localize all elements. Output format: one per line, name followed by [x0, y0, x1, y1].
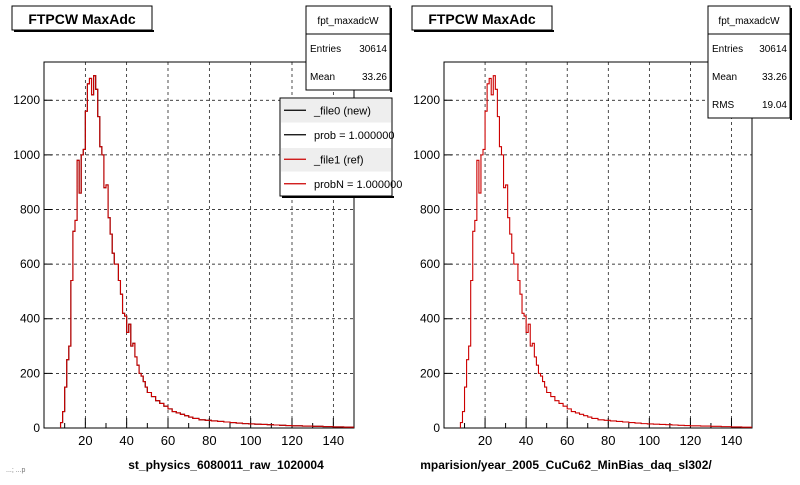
histogram-series-2: [59, 75, 354, 428]
y-tick-label: 0: [33, 421, 40, 435]
legend-row-bg: [281, 148, 391, 172]
legend-label: prob = 1.000000: [314, 130, 394, 142]
x-tick-label: 40: [519, 433, 533, 448]
x-tick-label: 20: [78, 433, 92, 448]
histogram-panel-right: 20 40 60 80 100 120 140 200 400 600 800 1000 1200 0 FT…: [411, 5, 792, 472]
x-tick-label: 60: [161, 433, 175, 448]
stats-name: fpt_maxadcW: [317, 16, 379, 27]
x-axis-label: st_physics_6080011_raw_1020004: [128, 458, 324, 472]
stats-label: Entries: [310, 44, 341, 55]
stats-value: 33.26: [762, 72, 787, 83]
histogram-series-1: [459, 75, 752, 428]
stats-value: 30614: [359, 44, 387, 55]
title-box-shadow: [14, 30, 154, 32]
stats-label: Mean: [310, 72, 335, 83]
x-axis-label: mparision/year_2005_CuCu62_MinBias_daq_s…: [420, 458, 712, 472]
stats-box: [707, 5, 791, 119]
legend-label: _file0 (new): [313, 105, 371, 117]
stats-name: fpt_maxadcW: [718, 16, 780, 27]
title-box-shadow: [414, 30, 554, 32]
x-tick-label: 100: [638, 433, 660, 448]
chart-title: FTPCW MaxAdc: [428, 11, 536, 27]
x-tick-label: 120: [680, 433, 702, 448]
x-tick-label: 80: [202, 433, 216, 448]
chart-title: FTPCW MaxAdc: [28, 11, 136, 27]
x-tick-label: 60: [560, 433, 574, 448]
stats-value: 19.04: [762, 100, 787, 111]
stats-label: Entries: [712, 44, 743, 55]
stats-label: Mean: [712, 72, 737, 83]
y-tick-label: 800: [420, 202, 440, 216]
y-tick-label: 400: [20, 312, 40, 326]
plot-frame: [443, 61, 753, 429]
x-tick-label: 140: [721, 433, 743, 448]
stats-box-shadow: [390, 8, 392, 92]
legend-box-shadow: [282, 196, 394, 198]
title-box: [11, 5, 153, 31]
y-tick-label: 200: [20, 366, 40, 380]
y-tick-label: 0: [433, 421, 440, 435]
histogram-panel-left: 20 40 60 80 100 120 140 200 400 600 800 1000 1200 0 FT…: [11, 5, 402, 472]
legend-label: probN = 1.000000: [314, 179, 402, 191]
y-tick-label: 1000: [413, 148, 440, 162]
y-tick-label: 1200: [13, 93, 40, 107]
legend-row-bg: [281, 99, 391, 123]
stats-box-shadow: [790, 8, 792, 120]
legend-label: _file1 (ref): [313, 154, 364, 166]
y-tick-label: 600: [20, 257, 40, 271]
y-tick-label: 600: [420, 257, 440, 271]
x-tick-label: 100: [240, 433, 262, 448]
y-tick-label: 400: [420, 312, 440, 326]
stats-label: RMS: [712, 100, 735, 111]
x-tick-label: 120: [281, 433, 303, 448]
stats-value: 33.26: [362, 72, 387, 83]
x-tick-label: 20: [478, 433, 492, 448]
x-tick-label: 80: [601, 433, 615, 448]
y-tick-label: 800: [20, 202, 40, 216]
x-tick-label: 140: [322, 433, 344, 448]
x-tick-label: 40: [119, 433, 133, 448]
y-tick-label: 200: [420, 366, 440, 380]
y-tick-label: 1000: [13, 148, 40, 162]
stats-value: 30614: [759, 44, 787, 55]
footer-text: ...; ...p: [6, 467, 26, 474]
y-tick-label: 1200: [413, 93, 440, 107]
